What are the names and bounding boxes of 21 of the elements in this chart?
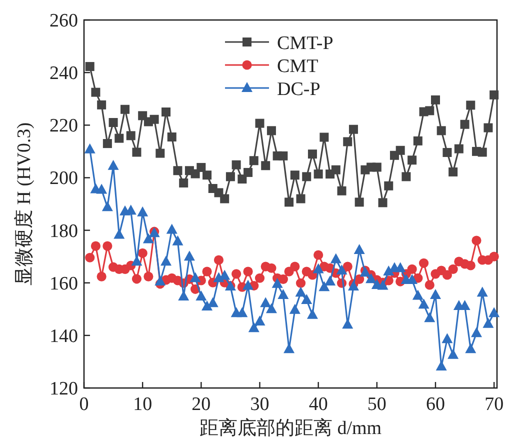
x-tick-label: 0 [79, 394, 89, 415]
x-tick-label: 60 [426, 394, 445, 415]
y-tick-label: 160 [50, 273, 78, 294]
x-tick-label: 30 [250, 394, 270, 415]
y-axis-title: 显微硬度 H (HV0.3) [13, 122, 35, 286]
x-tick-label: 50 [367, 394, 386, 415]
legend-label: CMT-P [277, 33, 334, 54]
x-tick-label: 40 [308, 394, 328, 415]
y-tick-label: 140 [50, 326, 78, 347]
y-tick-label: 120 [50, 378, 78, 400]
y-tick-label: 240 [50, 63, 78, 84]
x-axis-title: 距离底部的距离 d/mm [199, 417, 382, 439]
x-tick-label: 70 [484, 394, 504, 415]
y-tick-label: 220 [50, 116, 78, 137]
y-tick-label: 200 [50, 168, 78, 190]
x-tick-label: 20 [192, 394, 211, 415]
legend-label: CMT [277, 56, 319, 77]
y-tick-label: 260 [50, 10, 78, 32]
x-tick-label: 10 [133, 394, 152, 415]
legend-label: DC-P [277, 79, 320, 100]
y-tick-label: 180 [50, 220, 78, 242]
